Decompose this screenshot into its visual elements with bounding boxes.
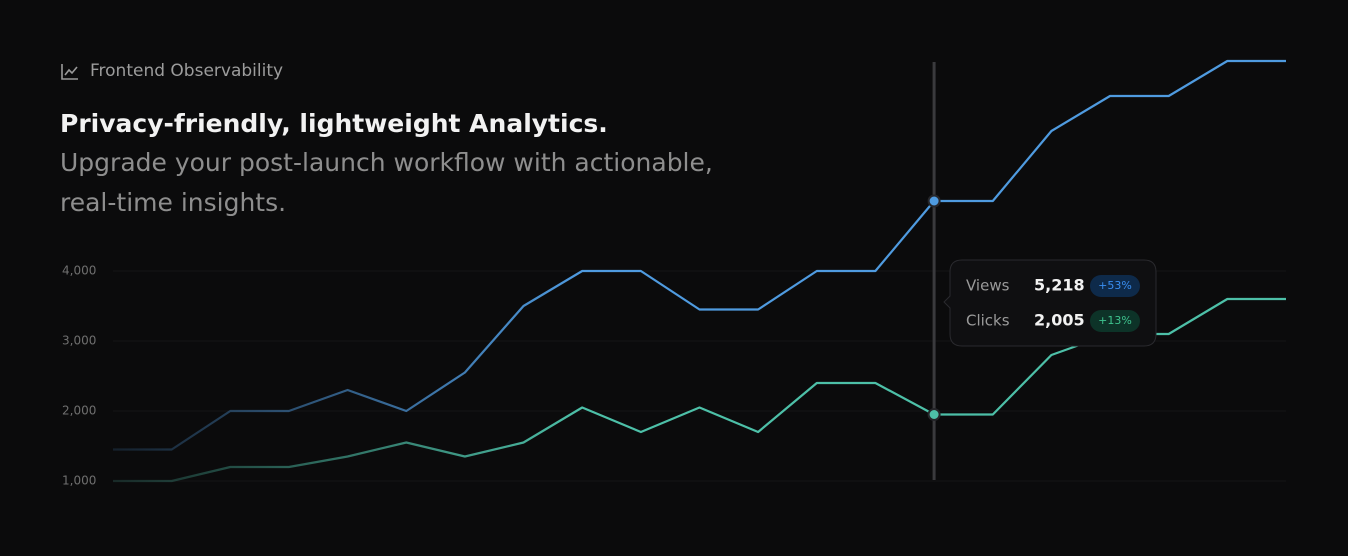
eyebrow: Frontend Observability [90,61,283,81]
y-tick-label: 4,000 [62,264,96,278]
headline: Privacy-friendly, lightweight Analytics. [60,109,608,138]
plot: 1,000 2,000 3,000 4,000 Views 5,218 +53% Clicks… [62,59,1286,488]
y-tick-label: 1,000 [62,474,96,488]
tooltip [943,259,1157,347]
series-line [113,59,1286,451]
change-pill [1090,275,1140,297]
tooltip-value: 2,005 [1034,311,1085,330]
subtitle: real-time insights. [60,188,286,217]
y-tick-label: 2,000 [62,404,96,418]
change-pill [1090,310,1140,332]
tooltip-label: Views [966,277,1010,295]
subtitle: Upgrade your post-launch workflow with a… [60,148,713,177]
hover-point [927,194,941,208]
change-label: +13% [1098,314,1132,327]
chart-icon [61,64,78,80]
hover-point [927,408,941,421]
change-label: +53% [1098,279,1132,292]
tooltip-value: 5,218 [1034,276,1085,295]
tooltip-label: Clicks [966,312,1010,330]
y-tick-label: 3,000 [62,334,96,348]
